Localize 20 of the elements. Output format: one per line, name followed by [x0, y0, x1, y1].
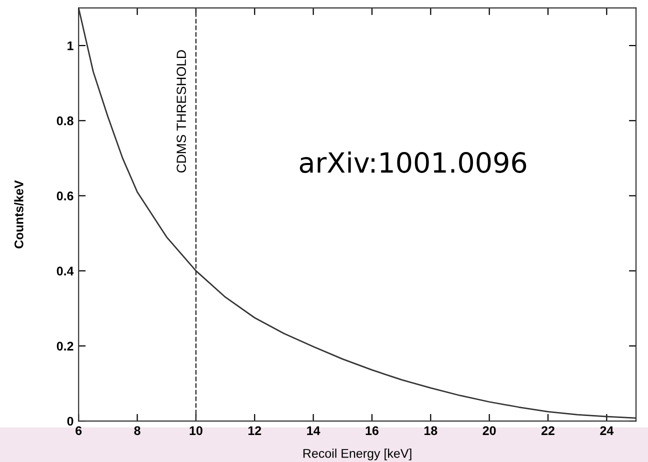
x-tick-label: 6 [76, 426, 82, 436]
y-tick-label: 0 [67, 416, 74, 426]
y-tick-label: 1 [68, 41, 74, 50]
x-tick-label: 10 [190, 426, 202, 436]
y-tick-label: 0.6 [56, 192, 74, 200]
ref-line-label: CDMS THRESHOLD [176, 50, 186, 173]
x-tick-label: 18 [424, 426, 438, 436]
x-tick-label: 16 [366, 426, 378, 436]
x-tick-label: 12 [248, 426, 262, 435]
x-tick-label: 20 [482, 426, 496, 436]
x-tick-label: 22 [541, 426, 554, 435]
annotation: arXiv:1001.0096 [300, 152, 526, 174]
y-tick-label: 0.2 [56, 342, 74, 351]
y-axis-title: Counts/keV [14, 180, 24, 248]
x-tick-label: 14 [307, 426, 320, 435]
y-tick-label: 0.8 [56, 116, 74, 126]
x-tick-label: 8 [134, 426, 140, 436]
y-tick-label: 0.4 [56, 266, 74, 276]
x-axis-title: Recoil Energy [keV] [303, 448, 412, 460]
x-tick-label: 24 [600, 426, 614, 435]
